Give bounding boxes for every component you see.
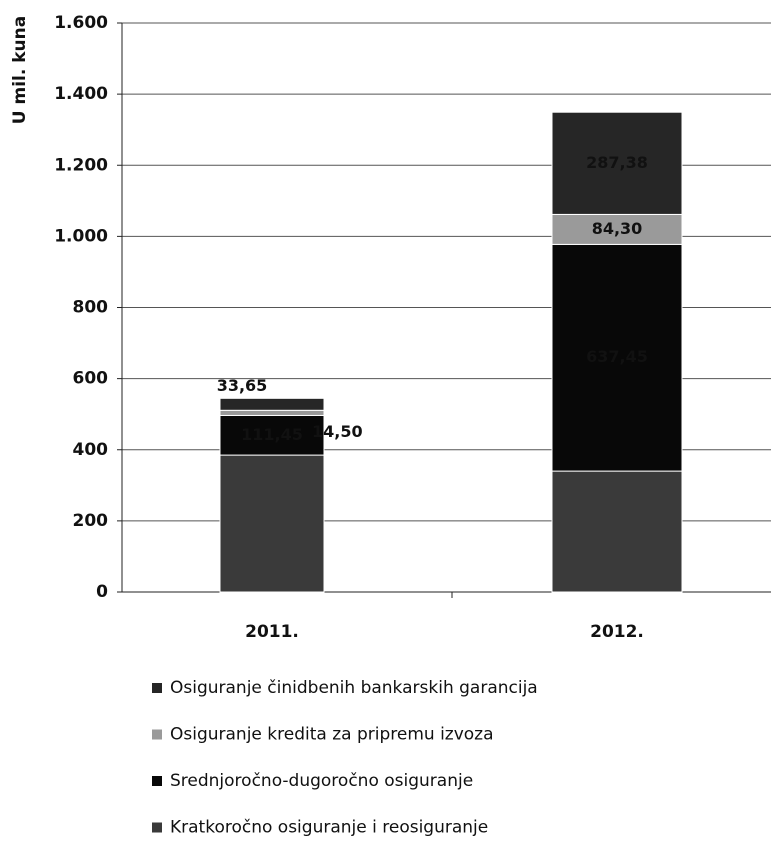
legend-swatch [152,776,162,786]
legend-swatch [152,822,162,833]
legend-swatch [152,729,162,740]
bar-segment [551,470,683,593]
bar-segment [219,409,325,416]
bar-segment [219,397,325,411]
bar-segment [551,111,683,215]
legend-label: Osiguranje kredita za pripremu izvoza [170,725,494,745]
bar-segment [219,414,325,456]
y-tick-label: 1.600 [54,13,108,33]
legend-label: Srednjoročno-dugoročno osiguranje [170,771,473,791]
y-tick-label: 800 [73,298,109,318]
y-tick-label: 1.400 [54,84,108,104]
legend-label: Osiguranje činidbenih bankarskih garanci… [170,678,538,698]
x-tick-label: 2012. [590,622,644,642]
bar-segment [551,243,683,472]
y-axis-label: U mil. kuna [10,16,30,124]
x-tick-label: 2011. [245,622,299,642]
data-label: 637,45 [586,347,648,366]
y-tick-label: 1.200 [54,155,108,175]
y-tick-label: 400 [73,440,109,460]
data-label: 287,38 [586,153,648,172]
legend-label: Kratkoročno osiguranje i reosiguranje [170,818,488,838]
data-label: 14,50 [312,422,363,441]
data-label: 33,65 [217,376,268,395]
y-tick-label: 200 [73,511,109,531]
y-tick-label: 1.000 [54,226,108,246]
y-tick-label: 600 [73,369,109,389]
bar-segment [219,454,325,593]
data-label: 111,45 [241,425,303,444]
y-tick-label: 0 [96,582,108,602]
data-label: 84,30 [592,219,643,238]
legend-swatch [152,683,162,693]
